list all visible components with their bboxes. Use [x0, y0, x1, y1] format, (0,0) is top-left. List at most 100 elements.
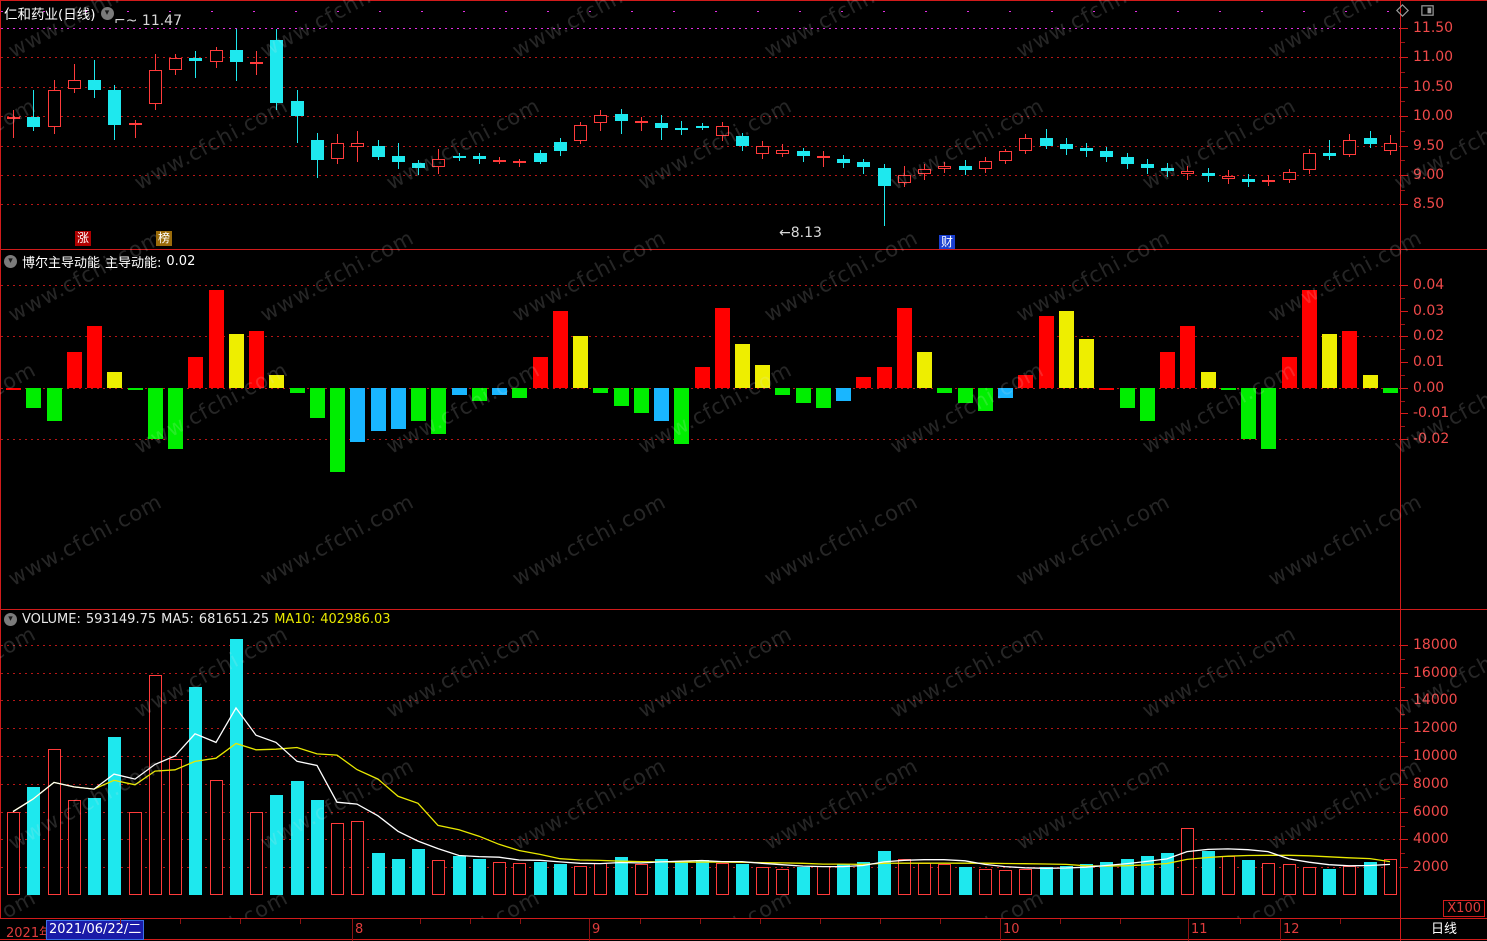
indicator-bar[interactable]: [168, 387, 183, 450]
candlestick[interactable]: [169, 58, 182, 71]
volume-bar[interactable]: [1262, 863, 1275, 895]
volume-bar[interactable]: [837, 864, 850, 895]
candlestick[interactable]: [108, 90, 121, 125]
indicator-bar[interactable]: [614, 387, 629, 406]
candlestick[interactable]: [392, 156, 405, 163]
diamond-icon[interactable]: [1395, 3, 1410, 18]
candlestick[interactable]: [1181, 171, 1194, 174]
candlestick[interactable]: [331, 142, 344, 159]
indicator-plot-area[interactable]: [1, 250, 1400, 609]
volume-bar[interactable]: [1040, 867, 1053, 895]
indicator-bar[interactable]: [1059, 310, 1074, 388]
volume-bar[interactable]: [331, 822, 344, 895]
candlestick[interactable]: [594, 114, 607, 124]
selected-date-box[interactable]: 2021/06/22/二: [46, 920, 145, 940]
volume-bar[interactable]: [857, 861, 870, 895]
volume-bar[interactable]: [999, 869, 1012, 895]
candlestick[interactable]: [1303, 152, 1316, 171]
indicator-bar[interactable]: [1302, 290, 1317, 388]
chart-marker-red[interactable]: 涨: [75, 231, 92, 246]
candlestick[interactable]: [1364, 138, 1377, 145]
volume-bar[interactable]: [675, 861, 688, 895]
volume-bar[interactable]: [736, 864, 749, 895]
candlestick[interactable]: [1121, 157, 1134, 165]
indicator-bar[interactable]: [1322, 333, 1337, 388]
volume-bar[interactable]: [1283, 864, 1296, 895]
candlestick[interactable]: [817, 156, 830, 159]
volume-bar[interactable]: [1323, 868, 1336, 895]
volume-bar[interactable]: [68, 800, 81, 895]
candlestick[interactable]: [1222, 176, 1235, 179]
indicator-bar[interactable]: [1140, 387, 1155, 422]
candlestick[interactable]: [615, 113, 628, 121]
candlestick[interactable]: [999, 151, 1012, 161]
volume-bar[interactable]: [88, 797, 101, 895]
volume-bar[interactable]: [453, 856, 466, 895]
volume-bar[interactable]: [898, 858, 911, 895]
volume-bar[interactable]: [412, 849, 425, 895]
indicator-bar[interactable]: [1201, 372, 1216, 388]
chevron-down-icon[interactable]: ▾: [4, 613, 17, 626]
volume-bar[interactable]: [1242, 860, 1255, 895]
volume-bar[interactable]: [1121, 858, 1134, 895]
volume-bar[interactable]: [959, 867, 972, 895]
candlestick[interactable]: [1384, 143, 1397, 152]
volume-bar[interactable]: [473, 858, 486, 895]
chart-marker-blue[interactable]: 财: [939, 235, 956, 249]
candlestick[interactable]: [979, 160, 992, 170]
indicator-bar[interactable]: [1120, 387, 1135, 409]
volume-bar[interactable]: [1141, 856, 1154, 895]
indicator-bar[interactable]: [1282, 356, 1297, 388]
candlestick[interactable]: [857, 162, 870, 167]
volume-bar[interactable]: [1100, 861, 1113, 895]
candlestick[interactable]: [635, 120, 648, 123]
indicator-bar[interactable]: [310, 387, 325, 419]
indicator-bar[interactable]: [715, 308, 730, 388]
candlestick[interactable]: [938, 165, 951, 170]
indicator-bar[interactable]: [877, 367, 892, 388]
candlestick[interactable]: [1283, 172, 1296, 180]
indicator-bar[interactable]: [695, 367, 710, 388]
volume-bar[interactable]: [534, 861, 547, 895]
candlestick[interactable]: [574, 124, 587, 141]
candlestick[interactable]: [68, 79, 81, 89]
volume-bar[interactable]: [230, 639, 243, 895]
indicator-bar[interactable]: [6, 387, 21, 391]
indicator-bar[interactable]: [47, 387, 62, 422]
volume-bar[interactable]: [1019, 868, 1032, 895]
indicator-bar[interactable]: [836, 387, 851, 401]
candlestick[interactable]: [189, 58, 202, 61]
candlestick[interactable]: [736, 136, 749, 146]
candlestick[interactable]: [1242, 178, 1255, 183]
candlestick[interactable]: [1040, 138, 1053, 146]
volume-bar[interactable]: [493, 861, 506, 895]
indicator-bar[interactable]: [1363, 374, 1378, 388]
indicator-bar[interactable]: [553, 310, 568, 388]
volume-bar[interactable]: [189, 686, 202, 895]
candlestick[interactable]: [1343, 139, 1356, 155]
volume-bar[interactable]: [27, 786, 40, 895]
indicator-bar[interactable]: [856, 377, 871, 388]
indicator-bar[interactable]: [1221, 387, 1236, 390]
candlestick[interactable]: [655, 123, 668, 128]
candlestick[interactable]: [534, 152, 547, 163]
candlestick[interactable]: [149, 70, 162, 105]
volume-bar[interactable]: [756, 867, 769, 895]
candlestick[interactable]: [776, 150, 789, 154]
indicator-bar[interactable]: [755, 364, 770, 388]
indicator-bar[interactable]: [431, 387, 446, 434]
volume-bar[interactable]: [574, 865, 587, 895]
indicator-bar[interactable]: [674, 387, 689, 445]
volume-bar[interactable]: [1364, 861, 1377, 895]
indicator-bar[interactable]: [816, 387, 831, 409]
volume-bar[interactable]: [696, 860, 709, 895]
volume-bar[interactable]: [655, 858, 668, 895]
indicator-bar[interactable]: [1241, 387, 1256, 439]
indicator-bar[interactable]: [452, 387, 467, 396]
date-axis[interactable]: 2021年 2021/06/22/二 日线 8 9 10 11 12: [0, 918, 1487, 941]
volume-bar[interactable]: [291, 781, 304, 895]
indicator-bar[interactable]: [593, 387, 608, 393]
indicator-bar[interactable]: [1099, 387, 1114, 391]
indicator-bar[interactable]: [1018, 374, 1033, 388]
candlestick[interactable]: [270, 39, 283, 104]
